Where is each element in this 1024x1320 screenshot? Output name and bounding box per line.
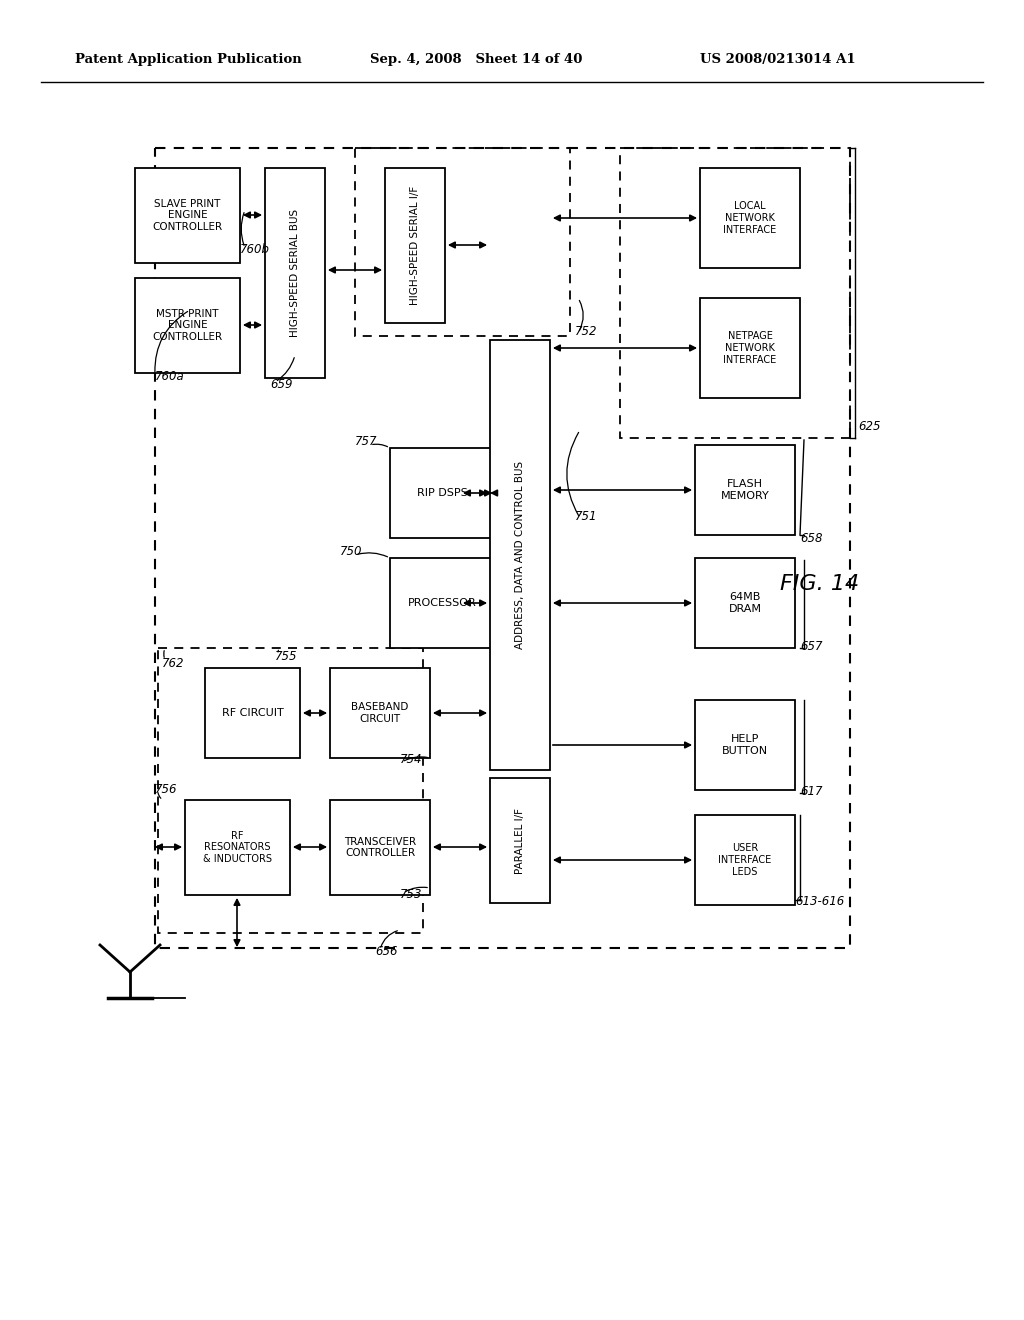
Bar [695, 445, 795, 535]
Bar [700, 298, 800, 399]
Bar [330, 668, 430, 758]
Text: FIG. 14: FIG. 14 [780, 574, 859, 594]
Bar [205, 668, 300, 758]
Text: 750: 750 [340, 545, 362, 558]
Text: RF CIRCUIT: RF CIRCUIT [221, 708, 284, 718]
Text: PARALLEL I/F: PARALLEL I/F [515, 808, 525, 874]
Text: 753: 753 [400, 888, 423, 902]
Text: 64MB
DRAM: 64MB DRAM [728, 593, 762, 614]
Text: 756: 756 [155, 783, 177, 796]
Text: 752: 752 [575, 325, 597, 338]
Bar [695, 558, 795, 648]
Text: US 2008/0213014 A1: US 2008/0213014 A1 [700, 54, 856, 66]
Text: HELP
BUTTON: HELP BUTTON [722, 734, 768, 756]
Text: 760b: 760b [240, 243, 270, 256]
Text: 762: 762 [162, 657, 184, 671]
Text: PROCESSOR: PROCESSOR [409, 598, 477, 609]
Text: MSTR PRINT
ENGINE
CONTROLLER: MSTR PRINT ENGINE CONTROLLER [153, 309, 222, 342]
Text: ADDRESS, DATA AND CONTROL BUS: ADDRESS, DATA AND CONTROL BUS [515, 461, 525, 649]
Text: 659: 659 [270, 378, 293, 391]
Bar [700, 168, 800, 268]
Bar [135, 279, 240, 374]
Bar [390, 558, 495, 648]
Text: RIP DSPS: RIP DSPS [417, 488, 468, 498]
Text: 658: 658 [800, 532, 822, 545]
Text: LOCAL
NETWORK
INTERFACE: LOCAL NETWORK INTERFACE [723, 202, 776, 235]
Text: 760a: 760a [155, 370, 184, 383]
Bar [185, 800, 290, 895]
Bar [155, 148, 850, 948]
Text: 757: 757 [355, 436, 378, 447]
Text: 617: 617 [800, 785, 822, 799]
Bar [330, 800, 430, 895]
Bar [695, 700, 795, 789]
Bar [390, 447, 495, 539]
Text: 754: 754 [400, 752, 423, 766]
Bar [695, 814, 795, 906]
Text: NETPAGE
NETWORK
INTERFACE: NETPAGE NETWORK INTERFACE [723, 331, 776, 364]
Text: USER
INTERFACE
LEDS: USER INTERFACE LEDS [719, 843, 772, 876]
Text: 657: 657 [800, 640, 822, 653]
Text: 751: 751 [575, 510, 597, 523]
Text: TRANSCEIVER
CONTROLLER: TRANSCEIVER CONTROLLER [344, 837, 416, 858]
Text: Sep. 4, 2008   Sheet 14 of 40: Sep. 4, 2008 Sheet 14 of 40 [370, 54, 583, 66]
Bar [158, 648, 423, 933]
Text: 625: 625 [858, 420, 881, 433]
Text: Patent Application Publication: Patent Application Publication [75, 54, 302, 66]
Bar [385, 168, 445, 323]
Bar [135, 168, 240, 263]
Bar [490, 777, 550, 903]
Text: 613-616: 613-616 [795, 895, 844, 908]
Text: BASEBAND
CIRCUIT: BASEBAND CIRCUIT [351, 702, 409, 723]
Text: HIGH-SPEED SERIAL I/F: HIGH-SPEED SERIAL I/F [410, 186, 420, 305]
Bar [490, 341, 550, 770]
Bar [620, 148, 850, 438]
Text: 755: 755 [275, 649, 298, 663]
Bar [355, 148, 570, 337]
Text: RF
RESONATORS
& INDUCTORS: RF RESONATORS & INDUCTORS [203, 830, 272, 865]
Text: 656: 656 [375, 945, 397, 958]
Bar [265, 168, 325, 378]
Text: SLAVE PRINT
ENGINE
CONTROLLER: SLAVE PRINT ENGINE CONTROLLER [153, 199, 222, 232]
Text: HIGH-SPEED SERIAL BUS: HIGH-SPEED SERIAL BUS [290, 209, 300, 337]
Text: FLASH
MEMORY: FLASH MEMORY [721, 479, 769, 500]
